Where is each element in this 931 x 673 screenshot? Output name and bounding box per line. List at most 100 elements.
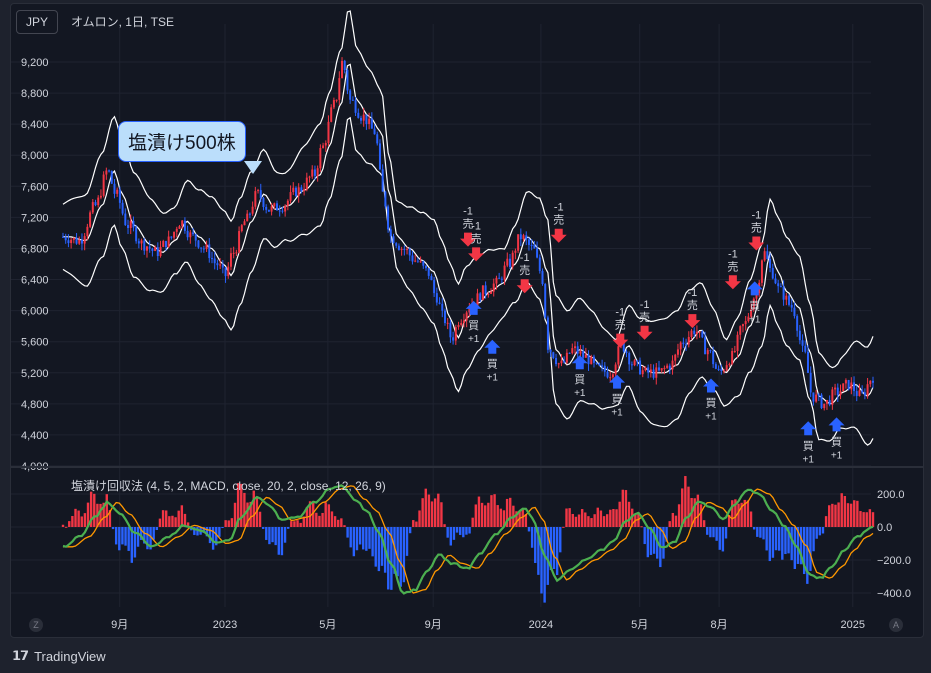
candle-body xyxy=(720,369,723,371)
sell-qty-label: -1 xyxy=(687,287,697,299)
candle-body xyxy=(785,295,788,300)
currency-button[interactable]: JPY xyxy=(16,10,58,34)
candle-body xyxy=(357,112,360,118)
candle-body xyxy=(736,334,739,351)
candle-body xyxy=(500,278,503,280)
candle-body xyxy=(603,365,606,372)
candle-body xyxy=(62,236,64,238)
candle-body xyxy=(771,267,774,279)
histogram-bar xyxy=(624,490,628,527)
candle-body xyxy=(156,247,159,257)
candle-body xyxy=(189,232,192,238)
candle-body xyxy=(606,371,609,378)
candle-body xyxy=(766,251,769,260)
candle-body xyxy=(527,239,530,245)
candle-body xyxy=(850,382,853,390)
candle-body xyxy=(116,189,119,194)
buy-arrow-icon xyxy=(484,339,501,354)
candle-body xyxy=(587,354,590,365)
histogram-bar xyxy=(818,527,822,536)
candle-body xyxy=(465,312,468,321)
histogram-bar xyxy=(68,521,71,527)
candle-body xyxy=(552,352,555,359)
candle-body xyxy=(170,236,173,238)
histogram-bar xyxy=(821,527,825,534)
candle-body xyxy=(341,60,344,79)
candle-body xyxy=(796,316,799,331)
histogram-bar xyxy=(787,527,790,554)
buy-qty-label: +1 xyxy=(574,388,586,399)
candle-body xyxy=(121,202,124,214)
candle-body xyxy=(181,220,184,227)
candle-body xyxy=(446,322,449,324)
histogram-bar xyxy=(574,516,578,527)
histogram-bar xyxy=(834,504,837,527)
candle-body xyxy=(522,235,525,240)
time-tick-label: 9月 xyxy=(111,619,128,631)
histogram-bar xyxy=(615,509,618,527)
annotation-callout[interactable]: 塩漬け500株 xyxy=(118,121,262,174)
candle-body xyxy=(86,226,89,237)
histogram-bar xyxy=(521,508,524,527)
candle-body xyxy=(94,202,97,206)
candle-body xyxy=(351,99,354,101)
histogram-bar xyxy=(171,515,174,527)
histogram-bar xyxy=(455,527,459,533)
sell-label: 売 xyxy=(751,221,762,234)
histogram-bar xyxy=(374,527,377,567)
histogram-bar xyxy=(477,496,481,527)
histogram-bar xyxy=(80,516,83,527)
buy-qty-label: +1 xyxy=(705,412,717,423)
histogram-bar xyxy=(265,527,268,540)
candle-body xyxy=(557,363,560,365)
histogram-bar xyxy=(674,515,678,527)
histogram-bar xyxy=(161,510,165,527)
time-axis[interactable]: 9月 2023 5月 9月 2024 5月 8月 2025 xyxy=(111,619,865,631)
candle-body xyxy=(118,189,121,203)
tradingview-icon: 𝟭𝟳 xyxy=(12,648,29,663)
buy-qty-label: +1 xyxy=(802,454,814,465)
histogram-bar xyxy=(412,520,415,527)
candle-body xyxy=(454,327,457,341)
auto-scale-button[interactable]: A xyxy=(889,618,903,632)
histogram-bar xyxy=(740,502,743,527)
histogram-bar xyxy=(471,517,474,527)
indicator-axis[interactable]: 200.0 0.0 −200.0 −400.0 xyxy=(877,489,911,600)
histogram-bar xyxy=(205,527,209,537)
candle-body xyxy=(240,225,243,232)
buy-qty-label: +1 xyxy=(611,408,623,419)
time-tick-label: 2023 xyxy=(213,619,237,631)
buy-arrow-icon xyxy=(746,281,763,296)
candle-body xyxy=(213,258,216,264)
candle-body xyxy=(300,187,303,192)
candle-body xyxy=(262,198,265,207)
price-axis[interactable]: 9,200 8,800 8,400 8,000 7,600 7,200 6,800 6,400… xyxy=(21,57,49,473)
histogram-bar xyxy=(484,505,487,527)
tradingview-logo[interactable]: 𝟭𝟳 TradingView xyxy=(12,648,106,664)
candle-body xyxy=(403,249,406,251)
histogram-bar xyxy=(371,527,374,557)
histogram-bar xyxy=(71,515,74,527)
histogram-bar xyxy=(236,483,240,527)
candle-body xyxy=(224,267,227,277)
sell-arrow-icon xyxy=(460,232,476,247)
histogram-bar xyxy=(543,527,546,603)
sell-arrow-icon xyxy=(612,333,629,348)
histogram-bar xyxy=(537,527,540,575)
buy-label: 買 xyxy=(612,393,623,406)
chart-canvas[interactable]: -1売-1売買+1買+1-1売-1売買+1-1売買+1-1売-1売買+1-1売-… xyxy=(11,4,923,637)
histogram-bar xyxy=(86,502,90,527)
candle-body xyxy=(316,168,319,176)
histogram-bar xyxy=(261,527,265,529)
candle-body xyxy=(110,170,113,184)
histogram-bar xyxy=(286,527,290,529)
candle-body xyxy=(135,227,138,242)
candle-body xyxy=(427,268,430,276)
indicator-title[interactable]: 塩漬け回収法 (4, 5, 2, MACD, close, 20, 2, clo… xyxy=(71,479,386,493)
histogram-bar xyxy=(649,527,653,555)
histogram-bar xyxy=(765,527,768,551)
candle-body xyxy=(495,277,498,284)
candle-body xyxy=(579,351,582,354)
candle-body xyxy=(305,177,308,190)
zoom-button[interactable]: Z xyxy=(29,618,43,632)
